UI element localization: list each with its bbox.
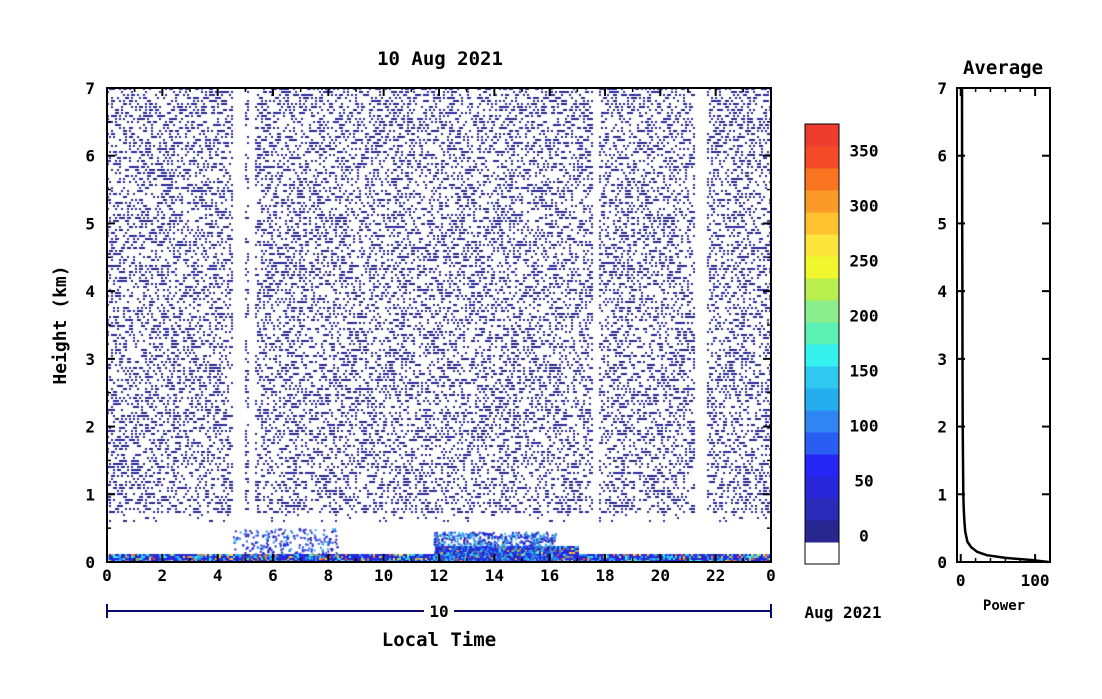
average-y-tick-label: 2 bbox=[937, 418, 947, 437]
colorbar-tick-label: 300 bbox=[850, 197, 879, 216]
colorbar-cell bbox=[805, 300, 839, 323]
average-profile-line bbox=[960, 87, 1049, 564]
average-title: Average bbox=[963, 57, 1043, 79]
y-tick-label: 4 bbox=[85, 282, 95, 301]
colorbar-labels: 0 50 100 150 200 250 300 350 bbox=[850, 142, 879, 546]
main-x-ticks: 0 2 4 6 8 10 12 14 16 18 20 22 0 bbox=[102, 88, 776, 585]
y-tick-label: 1 bbox=[85, 485, 95, 504]
average-y-tick-label: 0 bbox=[937, 553, 947, 572]
x-tick-label: 4 bbox=[213, 566, 223, 585]
colorbar-tick-label: 0 bbox=[859, 527, 869, 546]
colorbar-cell bbox=[805, 410, 839, 433]
colorbar-cell bbox=[805, 124, 839, 147]
colorbar-cell bbox=[805, 278, 839, 301]
average-x-tick-label: 100 bbox=[1021, 571, 1050, 590]
heatmap-image bbox=[107, 88, 771, 562]
y-axis-label: Height (km) bbox=[50, 265, 71, 384]
colorbar-tick-label: 100 bbox=[850, 417, 879, 436]
average-y-tick-label: 4 bbox=[937, 282, 947, 301]
colorbar-tick-label: 200 bbox=[850, 307, 879, 326]
x-tick-label: 2 bbox=[158, 566, 168, 585]
x-axis-label: Local Time bbox=[382, 629, 496, 651]
y-tick-label: 3 bbox=[85, 350, 95, 369]
colorbar-cell bbox=[805, 498, 839, 521]
date-day-label: 10 bbox=[429, 602, 448, 621]
colorbar-cell bbox=[805, 256, 839, 279]
average-plot-frame bbox=[956, 87, 1051, 563]
average-x-label: Power bbox=[983, 598, 1025, 614]
colorbar-tick-label: 350 bbox=[850, 142, 879, 161]
y-tick-label: 7 bbox=[85, 79, 95, 98]
colorbar-cell bbox=[805, 476, 839, 499]
colorbar-cell bbox=[805, 454, 839, 477]
colorbar-tick-label: 150 bbox=[850, 362, 879, 381]
x-tick-label: 10 bbox=[374, 566, 393, 585]
y-tick-label: 5 bbox=[85, 214, 95, 233]
colorbar: 0 50 100 150 200 250 300 350 bbox=[804, 123, 879, 565]
x-tick-label: 8 bbox=[324, 566, 334, 585]
average-x-tick-label: 0 bbox=[956, 571, 966, 590]
date-label-background bbox=[424, 601, 454, 621]
x-tick-label: 0 bbox=[102, 566, 112, 585]
average-y-tick-label: 5 bbox=[937, 214, 947, 233]
average-y-tick-label: 3 bbox=[937, 350, 947, 369]
y-tick-label: 2 bbox=[85, 418, 95, 437]
average-x-ticks: 0 100 bbox=[956, 88, 1050, 590]
colorbar-cell bbox=[805, 432, 839, 455]
colorbar-cell bbox=[805, 520, 839, 543]
date-month-label: Aug 2021 bbox=[804, 603, 881, 622]
main-title: 10 Aug 2021 bbox=[377, 48, 503, 70]
average-y-tick-label: 1 bbox=[937, 485, 947, 504]
colorbar-cell bbox=[805, 542, 839, 565]
colorbar-tick-label: 50 bbox=[854, 472, 873, 491]
x-tick-label: 20 bbox=[651, 566, 670, 585]
colorbar-tick-label: 250 bbox=[850, 252, 879, 271]
main-y-ticks: 0 1 2 3 4 5 6 7 bbox=[85, 79, 771, 572]
x-tick-label: 12 bbox=[429, 566, 448, 585]
x-tick-label: 16 bbox=[540, 566, 559, 585]
average-y-tick-label: 7 bbox=[937, 79, 947, 98]
x-tick-label: 18 bbox=[595, 566, 614, 585]
x-tick-label: 6 bbox=[268, 566, 278, 585]
average-y-tick-label: 6 bbox=[937, 147, 947, 166]
colorbar-cell bbox=[805, 190, 839, 213]
colorbar-cell bbox=[805, 388, 839, 411]
colorbar-cell bbox=[805, 322, 839, 345]
colorbar-cells bbox=[805, 124, 839, 565]
average-panel: Average 0 1 2 3 4 5 6 7 0 100 Power bbox=[937, 57, 1051, 614]
x-tick-label: 0 bbox=[766, 566, 776, 585]
colorbar-cell bbox=[805, 234, 839, 257]
date-axis: 10 Aug 2021 bbox=[106, 601, 882, 622]
colorbar-cell bbox=[805, 146, 839, 169]
colorbar-cell bbox=[805, 168, 839, 191]
heatmap-layer bbox=[107, 88, 771, 562]
y-tick-label: 6 bbox=[85, 147, 95, 166]
x-tick-label: 22 bbox=[706, 566, 725, 585]
y-tick-label: 0 bbox=[85, 553, 95, 572]
colorbar-cell bbox=[805, 366, 839, 389]
main-panel: 10 Aug 2021 0 2 4 6 8 10 12 14 16 18 20 22 0 0123456… bbox=[50, 48, 882, 651]
average-y-ticks: 0 1 2 3 4 5 6 7 bbox=[937, 79, 1050, 572]
colorbar-cell bbox=[805, 212, 839, 235]
x-tick-label: 14 bbox=[485, 566, 504, 585]
colorbar-frame bbox=[804, 123, 840, 565]
colorbar-cell bbox=[805, 344, 839, 367]
